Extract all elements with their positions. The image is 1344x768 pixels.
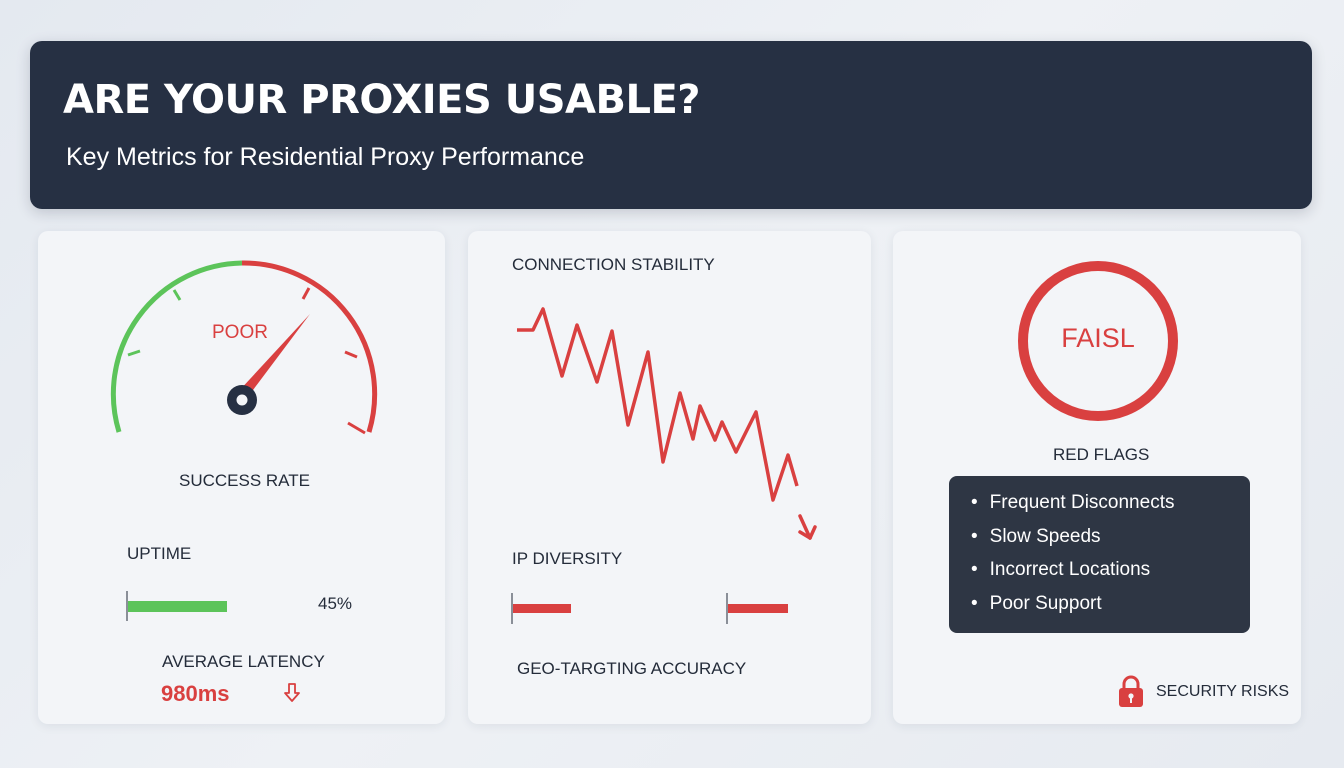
ip-bar-1-fill bbox=[513, 604, 571, 613]
page-subtitle: Key Metrics for Residential Proxy Perfor… bbox=[66, 143, 585, 171]
stability-label: CONNECTION STABILITY bbox=[512, 255, 715, 274]
ip-bar-2-fill bbox=[728, 604, 788, 613]
uptime-value: 45% bbox=[318, 594, 353, 613]
geo-accuracy-label: GEO-TARGTING ACCURACY bbox=[517, 659, 747, 678]
ip-bar-2-start bbox=[726, 593, 728, 624]
header-banner: ARE YOUR PROXIES USABLE? Key Metrics for… bbox=[30, 41, 1312, 209]
list-item: Poor Support bbox=[971, 593, 1174, 627]
list-item: Frequent Disconnects bbox=[971, 492, 1175, 526]
fail-ring-text: FAISL bbox=[1061, 323, 1135, 353]
list-item: Slow Speeds bbox=[971, 526, 1174, 560]
red-flags-list: Frequent Disconnects Slow Speeds Incorre… bbox=[971, 492, 1175, 627]
uptime-bar-start bbox=[126, 591, 128, 621]
arrow-down-icon bbox=[284, 683, 300, 702]
latency-label: AVERAGE LATENCY bbox=[162, 652, 325, 671]
gauge-status-label: POOR bbox=[212, 322, 268, 343]
success-rate-label: SUCCESS RATE bbox=[179, 471, 310, 490]
page-title: ARE YOUR PROXIES USABLE? bbox=[63, 77, 700, 123]
red-flags-list-box: Frequent Disconnects Slow Speeds Incorre… bbox=[949, 476, 1250, 633]
lock-icon bbox=[1119, 675, 1143, 707]
security-risks-label: SECURITY RISKS bbox=[1156, 683, 1290, 700]
uptime-label: UPTIME bbox=[127, 544, 192, 563]
latency-value: 980ms bbox=[161, 681, 230, 706]
ip-diversity-label: IP DIVERSITY bbox=[512, 549, 623, 568]
list-item: Incorrect Locations bbox=[971, 559, 1174, 593]
stability-card bbox=[468, 231, 871, 724]
ip-bar-1-start bbox=[511, 593, 513, 624]
fail-ring bbox=[1018, 261, 1178, 421]
uptime-bar-fill bbox=[128, 601, 227, 612]
red-flags-label: RED FLAGS bbox=[1053, 445, 1150, 464]
